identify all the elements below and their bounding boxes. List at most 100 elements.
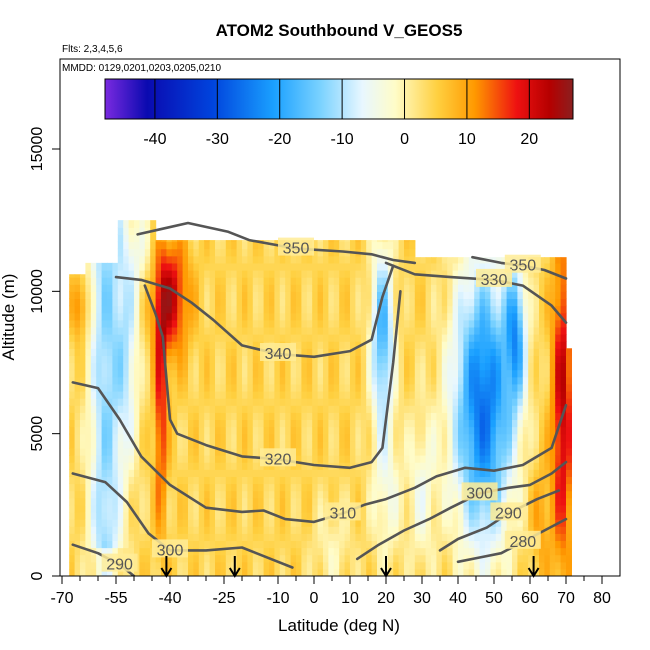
heatmap-cell xyxy=(204,341,211,349)
heatmap-cell xyxy=(393,419,400,428)
heatmap-cell xyxy=(533,497,540,506)
heatmap-cell xyxy=(377,554,383,563)
heatmap-cell xyxy=(209,369,216,378)
heatmap-cell xyxy=(452,326,459,335)
heatmap-cell xyxy=(360,504,367,513)
heatmap-cell xyxy=(371,561,378,570)
heatmap-cell xyxy=(452,540,459,549)
heatmap-cell xyxy=(512,383,518,392)
contour-label: 350 xyxy=(283,241,310,258)
heatmap-cell xyxy=(279,547,286,556)
heatmap-cell xyxy=(409,348,416,356)
heatmap-cell xyxy=(479,519,486,527)
heatmap-cell xyxy=(344,262,351,271)
heatmap-cell xyxy=(512,369,518,378)
heatmap-cell xyxy=(80,383,86,392)
heatmap-cell xyxy=(285,412,292,421)
heatmap-cell xyxy=(96,298,103,307)
heatmap-cell xyxy=(382,547,389,556)
heatmap-cell xyxy=(398,490,405,499)
heatmap-cell xyxy=(549,483,556,492)
heatmap-cell xyxy=(204,526,211,534)
heatmap-cell xyxy=(522,554,529,563)
heatmap-cell xyxy=(296,547,302,556)
heatmap-cell xyxy=(431,405,437,413)
heatmap-cell xyxy=(90,455,97,463)
heatmap-cell xyxy=(404,277,410,285)
heatmap-cell xyxy=(468,547,475,556)
heatmap-cell xyxy=(247,262,254,271)
heatmap-cell xyxy=(188,312,194,321)
heatmap-cell xyxy=(215,405,221,413)
heatmap-cell xyxy=(117,476,124,485)
heatmap-cell xyxy=(355,326,362,335)
heatmap-cell xyxy=(366,533,373,542)
heatmap-cell xyxy=(144,554,151,563)
heatmap-cell xyxy=(528,383,535,392)
chart-note-dates: MMDD: 0129,0201,0203,0205,0210 xyxy=(62,63,221,74)
heatmap-cell xyxy=(144,519,151,527)
heatmap-cell xyxy=(366,462,373,470)
heatmap-cell xyxy=(231,390,238,399)
heatmap-cell xyxy=(328,298,335,307)
heatmap-cell xyxy=(139,383,146,392)
heatmap-cell xyxy=(188,504,194,513)
heatmap-cell xyxy=(150,469,157,477)
contour-label-bg xyxy=(504,530,541,549)
heatmap-cell xyxy=(263,398,270,406)
heatmap-cell xyxy=(85,284,92,292)
heatmap-cell xyxy=(296,341,302,349)
heatmap-cell xyxy=(225,554,232,563)
heatmap-cell xyxy=(323,291,329,300)
heatmap-cell xyxy=(495,355,502,364)
heatmap-cell xyxy=(231,511,238,520)
heatmap-cell xyxy=(182,284,189,292)
heatmap-cell xyxy=(474,298,481,307)
heatmap-cell xyxy=(355,334,362,342)
heatmap-cell xyxy=(198,355,205,364)
heatmap-cell xyxy=(279,533,286,542)
heatmap-cell xyxy=(188,305,194,314)
heatmap-cell xyxy=(549,405,556,413)
heatmap-cell xyxy=(252,334,259,342)
heatmap-cell xyxy=(371,511,378,520)
heatmap-cell xyxy=(123,220,130,228)
heatmap-cell xyxy=(247,519,254,527)
heatmap-cell xyxy=(350,440,356,449)
heatmap-cell xyxy=(134,433,140,442)
heatmap-cell xyxy=(366,362,373,371)
heatmap-cell xyxy=(139,568,146,576)
heatmap-cell xyxy=(301,305,308,314)
heatmap-cell xyxy=(382,312,389,321)
heatmap-cell xyxy=(85,362,92,371)
heatmap-cell xyxy=(522,383,529,392)
heatmap-cell xyxy=(247,383,254,392)
heatmap-cell xyxy=(258,526,265,534)
heatmap-cell xyxy=(161,526,167,534)
heatmap-cell xyxy=(96,433,103,442)
heatmap-cell xyxy=(107,419,113,428)
heatmap-cell xyxy=(382,362,389,371)
heatmap-cell xyxy=(544,376,551,385)
heatmap-cell xyxy=(155,383,162,392)
heatmap-cell xyxy=(409,405,416,413)
heatmap-cell xyxy=(274,533,281,542)
heatmap-cell xyxy=(555,398,562,406)
heatmap-cell xyxy=(495,284,502,292)
heatmap-cell xyxy=(171,398,178,406)
heatmap-cell xyxy=(539,568,545,576)
heatmap-cell xyxy=(468,412,475,421)
heatmap-cell xyxy=(463,355,470,364)
heatmap-cell xyxy=(101,540,108,549)
heatmap-cell xyxy=(398,269,405,278)
heatmap-cell xyxy=(312,519,319,527)
heatmap-cell xyxy=(139,504,146,513)
heatmap-cell xyxy=(209,326,216,335)
heatmap-cell xyxy=(485,262,491,271)
heatmap-cell xyxy=(215,469,221,477)
heatmap-cell xyxy=(290,298,297,307)
heatmap-cell xyxy=(339,284,346,292)
heatmap-cell xyxy=(112,291,119,300)
heatmap-cell xyxy=(193,284,200,292)
heatmap-cell xyxy=(452,561,459,570)
